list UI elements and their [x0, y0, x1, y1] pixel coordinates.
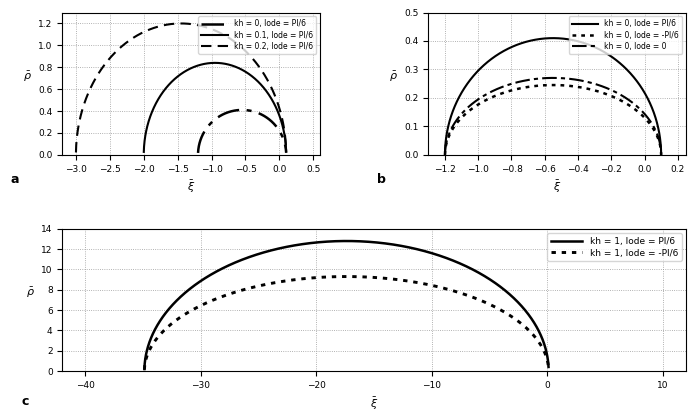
X-axis label: $\bar{\xi}$: $\bar{\xi}$	[370, 395, 378, 412]
Legend: kh = 0, lode = PI/6, kh = 0.1, lode = PI/6, kh = 0.2, lode = PI/6: kh = 0, lode = PI/6, kh = 0.1, lode = PI…	[198, 16, 316, 54]
Y-axis label: $\bar{\rho}$: $\bar{\rho}$	[389, 70, 398, 84]
Text: a: a	[11, 173, 19, 186]
X-axis label: $\bar{\xi}$: $\bar{\xi}$	[553, 179, 561, 195]
Legend: kh = 1, lode = PI/6, kh = 1, lode = -PI/6: kh = 1, lode = PI/6, kh = 1, lode = -PI/…	[547, 234, 681, 261]
Legend: kh = 0, lode = PI/6, kh = 0, lode = -PI/6, kh = 0, lode = 0: kh = 0, lode = PI/6, kh = 0, lode = -PI/…	[568, 16, 682, 54]
Y-axis label: $\bar{\rho}$: $\bar{\rho}$	[26, 286, 35, 300]
Y-axis label: $\bar{\rho}$: $\bar{\rho}$	[23, 70, 32, 84]
Text: c: c	[21, 395, 29, 408]
Text: b: b	[377, 173, 386, 186]
X-axis label: $\bar{\xi}$: $\bar{\xi}$	[187, 179, 195, 195]
